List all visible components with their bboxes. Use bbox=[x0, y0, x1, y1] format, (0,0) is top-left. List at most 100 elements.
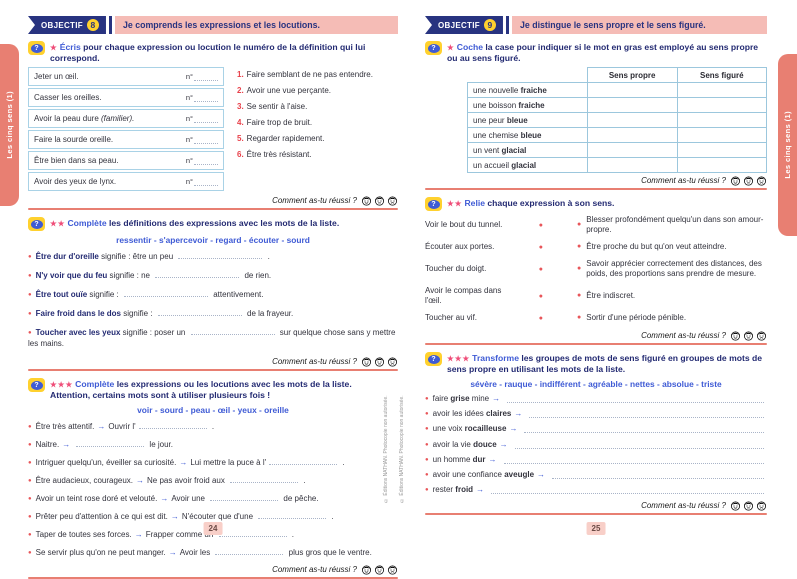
sens-table: Sens propre Sens figuré une nouvelle fra… bbox=[467, 67, 768, 174]
checkbox-cell-propre[interactable] bbox=[586, 142, 678, 159]
answer-blank[interactable] bbox=[194, 94, 218, 102]
answer-blank[interactable] bbox=[269, 456, 338, 465]
bullet-icon: ● bbox=[28, 330, 32, 337]
bullet-icon: ● bbox=[28, 477, 32, 484]
objectif-banner: OBJECTIF 8 Je comprends les expressions … bbox=[28, 16, 398, 34]
checkbox-cell-propre[interactable] bbox=[586, 97, 678, 114]
connector-dot[interactable]: ● bbox=[538, 221, 543, 229]
chapter-tab-right[interactable]: Les cinq sens (1) bbox=[778, 54, 797, 236]
answer-blank[interactable] bbox=[178, 250, 263, 260]
definition-number: 6. bbox=[237, 149, 244, 159]
answer-blank[interactable] bbox=[230, 474, 299, 483]
answer-blank[interactable] bbox=[215, 546, 284, 555]
locution-row: ● Être audacieux, courageux. → Ne pas avoir… bbox=[28, 474, 306, 485]
table-header-row: Sens propre Sens figuré bbox=[468, 67, 768, 84]
assessment-faces[interactable] bbox=[361, 195, 398, 207]
locution-row: ● Avoir un teint rose doré et velouté. → Av… bbox=[28, 492, 319, 503]
bullet-icon: ● bbox=[425, 395, 429, 402]
answer-blank[interactable] bbox=[529, 409, 764, 419]
checkbox-cell-propre[interactable] bbox=[586, 157, 678, 174]
answer-blank[interactable] bbox=[552, 470, 764, 479]
transform-list: ● faire grise mine → ● avoir les idées clai… bbox=[425, 394, 767, 495]
copyright-right: © Éditions NATHAN. Photocopie non autori… bbox=[399, 395, 405, 504]
right-page: OBJECTIF 9 Je distingue le sens propre e… bbox=[425, 0, 768, 541]
assessment-faces[interactable] bbox=[361, 564, 398, 575]
assessment-faces[interactable] bbox=[361, 356, 398, 367]
bullet-icon: ● bbox=[28, 459, 32, 466]
banner-divider bbox=[108, 16, 112, 34]
bullet-icon: ● bbox=[28, 549, 32, 556]
answer-blank[interactable] bbox=[503, 455, 764, 464]
connector-dot[interactable]: ● bbox=[577, 265, 582, 273]
answer-blank[interactable] bbox=[123, 288, 208, 298]
answer-blank[interactable] bbox=[524, 424, 764, 434]
answer-blank[interactable] bbox=[507, 394, 764, 403]
answer-blank[interactable] bbox=[258, 510, 327, 519]
connector-dot[interactable]: ● bbox=[577, 221, 582, 229]
neutral-face-icon bbox=[743, 501, 754, 511]
answer-blank[interactable] bbox=[76, 438, 145, 447]
assessment-faces[interactable] bbox=[730, 500, 767, 511]
checkbox-cell-propre[interactable] bbox=[586, 82, 678, 99]
answer-blank[interactable] bbox=[155, 269, 240, 279]
arrow-icon: → bbox=[537, 469, 546, 479]
checkbox-cell-propre[interactable] bbox=[586, 127, 678, 144]
checkbox-cell-propre[interactable] bbox=[586, 112, 678, 129]
happy-face-icon bbox=[730, 332, 741, 342]
answer-blank[interactable] bbox=[210, 492, 279, 501]
exercise-3-header: ? ★★★ Transforme les groupes de mots de s… bbox=[425, 352, 767, 374]
arrow-icon: → bbox=[509, 424, 518, 434]
bullet-icon: ● bbox=[425, 456, 429, 463]
assessment-faces[interactable] bbox=[730, 175, 767, 187]
chapter-tab-left[interactable]: Les cinq sens (1) bbox=[0, 44, 19, 206]
objectif-ribbon: OBJECTIF 9 bbox=[425, 16, 503, 34]
definition-number: 5. bbox=[237, 134, 244, 144]
answer-blank[interactable] bbox=[190, 326, 275, 336]
answer-blank[interactable] bbox=[514, 440, 764, 449]
checkbox-cell-figure[interactable] bbox=[676, 157, 768, 174]
connector-dot[interactable]: ● bbox=[577, 292, 582, 300]
answer-blank[interactable] bbox=[157, 307, 242, 317]
expression-row: Être bien dans sa peau. n° bbox=[28, 151, 224, 171]
answer-blank[interactable] bbox=[194, 136, 218, 144]
checkbox-cell-figure[interactable] bbox=[676, 97, 768, 114]
connector-dot[interactable]: ● bbox=[538, 314, 543, 322]
connector-dot[interactable]: ● bbox=[538, 243, 543, 251]
word-list: sévère - rauque - indifférent - agréable… bbox=[470, 378, 722, 389]
fill-in-row: ● N'y voir que du feu signifie : ne de ri… bbox=[28, 269, 272, 281]
section-divider bbox=[28, 369, 398, 372]
relie-pair: Avoir le compas dans l'œil. ● ● Être ind… bbox=[425, 286, 636, 306]
transform-row: ● avoir la vie douce → bbox=[425, 440, 767, 449]
assessment-faces[interactable] bbox=[730, 330, 767, 342]
answer-blank[interactable] bbox=[491, 485, 764, 495]
connector-dot[interactable]: ● bbox=[538, 292, 543, 300]
answer-blank[interactable] bbox=[194, 73, 218, 81]
answer-blank[interactable] bbox=[194, 157, 218, 165]
connector-dot[interactable]: ● bbox=[538, 265, 543, 273]
self-assessment: Comment as-tu réussi ? bbox=[28, 356, 398, 367]
definition-number: 4. bbox=[237, 118, 244, 128]
objectif-banner: OBJECTIF 9 Je distingue le sens propre e… bbox=[425, 16, 767, 34]
happy-face-icon bbox=[361, 357, 372, 367]
definition-list: 1. Faire semblant de ne pas entendre. 2. A… bbox=[237, 67, 398, 193]
checkbox-cell-figure[interactable] bbox=[676, 112, 768, 129]
checkbox-cell-figure[interactable] bbox=[676, 127, 768, 144]
checkbox-cell-figure[interactable] bbox=[676, 142, 768, 159]
objectif-label: OBJECTIF bbox=[41, 20, 83, 30]
sad-face-icon bbox=[387, 565, 398, 575]
arrow-icon: → bbox=[136, 475, 145, 485]
happy-face-icon bbox=[730, 177, 741, 187]
neutral-face-icon bbox=[743, 332, 754, 342]
transform-row: ● avoir les idées claires → bbox=[425, 409, 767, 419]
connector-dot[interactable]: ● bbox=[577, 243, 582, 251]
connector-dot[interactable]: ● bbox=[577, 314, 582, 322]
happy-face-icon bbox=[730, 501, 741, 511]
locution-row: ● Taper de toutes ses forces. → Frapper com… bbox=[28, 528, 294, 539]
answer-blank[interactable] bbox=[194, 178, 218, 186]
answer-blank[interactable] bbox=[138, 420, 207, 429]
checkbox-cell-figure[interactable] bbox=[676, 82, 768, 99]
exercise-2-title: ★★ Complète les définitions des expressio… bbox=[50, 218, 340, 229]
answer-blank[interactable] bbox=[218, 528, 287, 537]
answer-blank[interactable] bbox=[194, 115, 218, 123]
